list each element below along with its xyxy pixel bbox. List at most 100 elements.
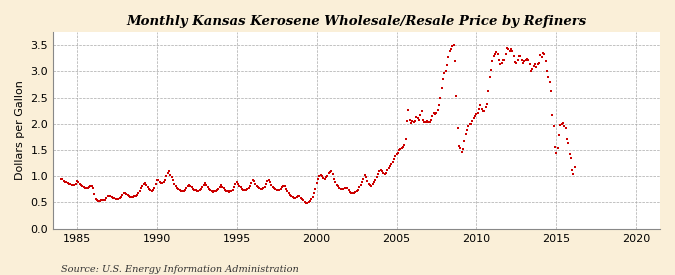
Point xyxy=(356,180,367,184)
Point xyxy=(423,119,434,124)
Point xyxy=(254,186,265,191)
Point xyxy=(464,122,475,127)
Point xyxy=(377,169,387,174)
Point xyxy=(500,52,511,57)
Point xyxy=(169,181,180,186)
Point xyxy=(101,196,112,200)
Point xyxy=(278,183,289,188)
Point xyxy=(402,119,412,123)
Point xyxy=(450,59,460,63)
Point xyxy=(555,123,566,127)
Point xyxy=(439,71,450,75)
Point xyxy=(256,186,267,191)
Point xyxy=(207,189,218,194)
Point xyxy=(304,199,315,203)
Point xyxy=(535,53,545,57)
Point xyxy=(378,171,389,175)
Point xyxy=(56,177,67,181)
Point xyxy=(540,59,551,64)
Point xyxy=(359,173,370,177)
Point xyxy=(277,185,288,190)
Point xyxy=(430,112,441,116)
Point xyxy=(105,194,116,198)
Point xyxy=(410,119,421,123)
Point xyxy=(223,189,234,194)
Point xyxy=(60,180,71,184)
Point xyxy=(69,183,80,187)
Point xyxy=(334,186,345,190)
Point xyxy=(422,119,433,123)
Point xyxy=(152,178,163,182)
Point xyxy=(285,193,296,197)
Point xyxy=(114,196,125,200)
Point xyxy=(348,191,359,195)
Point xyxy=(61,180,72,185)
Point xyxy=(307,194,318,199)
Point xyxy=(481,101,492,106)
Point xyxy=(568,172,579,176)
Point xyxy=(217,185,227,189)
Point xyxy=(411,115,422,120)
Point xyxy=(137,183,148,188)
Point xyxy=(564,152,575,156)
Point xyxy=(63,182,74,186)
Point xyxy=(539,52,549,57)
Title: Monthly Kansas Kerosene Wholesale/Resale Price by Refiners: Monthly Kansas Kerosene Wholesale/Resale… xyxy=(126,15,587,28)
Point xyxy=(92,198,103,202)
Point xyxy=(354,185,364,189)
Point xyxy=(426,118,437,122)
Point xyxy=(279,184,290,188)
Point xyxy=(566,156,576,161)
Point xyxy=(434,103,445,107)
Point xyxy=(425,120,435,124)
Point xyxy=(487,59,497,63)
Text: Source: U.S. Energy Information Administration: Source: U.S. Energy Information Administ… xyxy=(61,265,298,274)
Point xyxy=(165,172,176,177)
Point xyxy=(151,181,161,186)
Point xyxy=(68,183,78,187)
Point xyxy=(295,196,306,200)
Point xyxy=(370,178,381,182)
Point xyxy=(302,201,313,205)
Point xyxy=(392,150,403,155)
Point xyxy=(82,186,93,190)
Point xyxy=(489,52,500,57)
Point xyxy=(281,186,292,191)
Point xyxy=(181,186,192,190)
Point xyxy=(85,184,96,189)
Point xyxy=(459,138,470,143)
Point xyxy=(188,186,198,191)
Point xyxy=(184,182,194,187)
Point xyxy=(111,197,122,201)
Point xyxy=(340,186,351,190)
Point xyxy=(448,42,459,47)
Point xyxy=(242,186,253,191)
Point xyxy=(155,181,166,185)
Point xyxy=(412,116,423,121)
Point xyxy=(554,133,564,138)
Point xyxy=(458,147,468,151)
Point xyxy=(522,57,533,61)
Point xyxy=(236,185,246,190)
Point xyxy=(95,199,105,203)
Point xyxy=(248,179,259,184)
Point xyxy=(162,170,173,175)
Point xyxy=(545,89,556,94)
Point xyxy=(456,150,467,154)
Point xyxy=(386,162,397,166)
Point xyxy=(73,180,84,185)
Point xyxy=(375,168,386,172)
Point xyxy=(173,187,184,192)
Point xyxy=(119,191,130,195)
Point xyxy=(477,107,487,111)
Point xyxy=(470,114,481,119)
Point xyxy=(485,68,496,72)
Point xyxy=(484,75,495,79)
Point xyxy=(148,188,159,192)
Point xyxy=(237,186,248,191)
Point xyxy=(84,185,95,190)
Point xyxy=(77,184,88,188)
Point xyxy=(512,58,523,62)
Point xyxy=(166,175,177,179)
Point xyxy=(414,117,425,122)
